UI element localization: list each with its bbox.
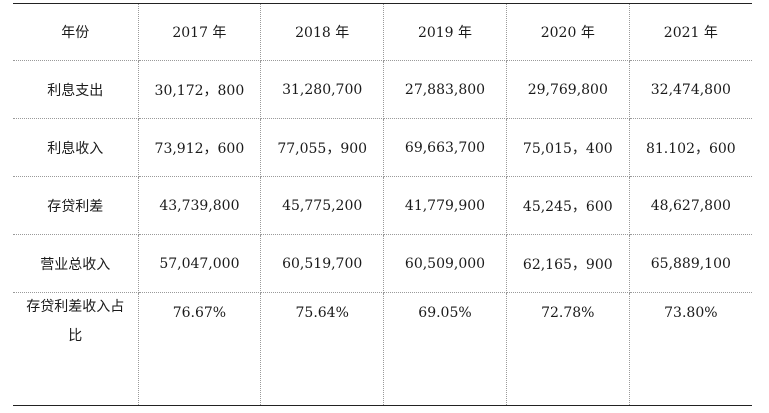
table-cell: 76.67% [137,292,262,406]
row-label: 存贷利差收入占比 [13,292,139,406]
table-cell: 27,883,800 [383,60,507,119]
table-cell: 60,519,700 [260,234,385,293]
row-label: 营业总收入 [13,234,139,293]
header-cell-2017: 2017 年 [137,3,262,61]
header-cell-2020: 2020 年 [505,3,630,61]
table-cell: 41,779,900 [383,176,507,235]
table-cell: 65,889,100 [628,234,752,293]
table-cell: 73.80% [628,292,752,406]
table-cell: 81.102，600 [628,118,752,177]
header-cell-2019: 2019 年 [383,3,507,61]
table-cell: 72.78% [505,292,630,406]
row-label: 存贷利差 [13,176,139,235]
row-label-text: 存贷利差收入占比 [26,299,125,344]
interest-data-table: 年份 2017 年 2018 年 2019 年 2020 年 2021 年 利息… [13,3,752,406]
table-row-total-revenue: 营业总收入 57,047,000 60,519,700 60,509,000 6… [13,234,752,293]
header-cell-2021: 2021 年 [628,3,752,61]
table-cell: 31,280,700 [260,60,385,119]
table-cell: 77,055，900 [260,118,385,177]
table-cell: 43,739,800 [137,176,262,235]
table-cell: 75,015，400 [505,118,630,177]
table-cell: 45,245，600 [505,176,630,235]
table-cell: 57,047,000 [137,234,262,293]
table-row-interest-spread: 存贷利差 43,739,800 45,775,200 41,779,900 45… [13,176,752,235]
table-cell: 48,627,800 [628,176,752,235]
table-cell: 62,165，900 [505,234,630,293]
table-cell: 69,663,700 [383,118,507,177]
table-cell: 69.05% [383,292,507,406]
table-row-spread-ratio: 存贷利差收入占比 76.67% 75.64% 69.05% 72.78% 73.… [13,292,752,406]
table-cell: 75.64% [260,292,385,406]
header-cell-2018: 2018 年 [260,3,385,61]
table-cell: 30,172，800 [137,60,262,119]
table-cell: 60,509,000 [383,234,507,293]
header-row: 年份 2017 年 2018 年 2019 年 2020 年 2021 年 [13,3,752,61]
table-row-interest-income: 利息收入 73,912，600 77,055，900 69,663,700 75… [13,118,752,177]
table-row-interest-expense: 利息支出 30,172，800 31,280,700 27,883,800 29… [13,60,752,119]
table-cell: 32,474,800 [628,60,752,119]
row-label: 利息支出 [13,60,139,119]
header-cell-year-label: 年份 [13,3,139,61]
row-label: 利息收入 [13,118,139,177]
table-cell: 73,912，600 [137,118,262,177]
table-cell: 45,775,200 [260,176,385,235]
table-cell: 29,769,800 [505,60,630,119]
